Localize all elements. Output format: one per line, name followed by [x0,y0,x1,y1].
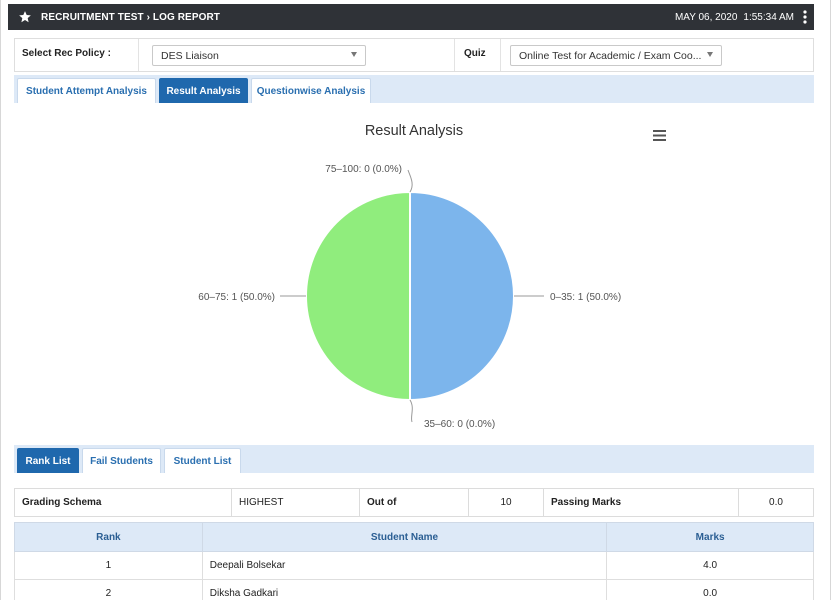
top-header-bar: RECRUITMENT TEST › LOG REPORT MAY 06, 20… [8,4,814,30]
student-name-cell: Diksha Gadkari [201,579,608,600]
tab-student-attempt-analysis[interactable]: Student Attempt Analysis [17,78,156,103]
grading-schema-row: Grading Schema HIGHEST Out of 10 Passing… [14,488,814,517]
pie-connector [407,169,413,193]
rank-cell: 1 [14,551,203,580]
grading-schema-value: HIGHEST [232,489,360,516]
divider [500,39,501,71]
pie-slice-label: 0–35: 1 (50.0%) [550,292,621,303]
table-row[interactable]: 1 Deepali Bolsekar 4.0 [14,551,814,580]
quiz-select[interactable]: Online Test for Academic / Exam Coo... [510,45,722,66]
chart-title: Result Analysis [364,123,464,139]
pie-connector [409,399,413,423]
out-of-label: Out of [360,489,469,516]
marks-header[interactable]: Marks [606,522,814,552]
rank-table: Rank Student Name Marks 1 Deepali Bolsek… [14,522,814,600]
passing-marks-label: Passing Marks [544,489,739,516]
filter-bar: Select Rec Policy : DES Liaison Quiz Onl… [14,38,814,72]
grading-schema-label: Grading Schema [15,489,232,516]
rec-policy-label: Select Rec Policy : [22,48,111,59]
rec-policy-select[interactable]: DES Liaison [152,45,366,66]
kebab-menu-icon[interactable] [800,10,810,24]
rank-cell: 2 [14,579,203,600]
pie-slice[interactable] [409,190,515,402]
pie-slice-label: 60–75: 1 (50.0%) [198,292,275,303]
marks-cell: 0.0 [606,579,814,600]
tab-fail-students[interactable]: Fail Students [82,448,161,473]
divider [454,39,455,71]
star-icon [19,11,31,23]
passing-marks-value: 0.0 [769,497,783,508]
chevron-down-icon [351,52,357,57]
tab-questionwise-analysis[interactable]: Questionwise Analysis [251,78,371,103]
list-tab-strip: Rank List Fail Students Student List [14,445,814,473]
quiz-value: Online Test for Academic / Exam Coo... [519,50,702,62]
pie-slice[interactable] [305,190,411,402]
page-title: RECRUITMENT TEST › LOG REPORT [41,11,221,23]
pie-slice-label: 75–100: 0 (0.0%) [325,164,402,175]
pie-slice-label: 35–60: 0 (0.0%) [424,419,495,430]
rec-policy-value: DES Liaison [161,50,219,62]
header-time: 1:55:34 AM [743,11,794,23]
quiz-label: Quiz [464,48,486,59]
divider [138,39,139,71]
header-date: MAY 06, 2020 [674,11,738,23]
table-row[interactable]: 2 Diksha Gadkari 0.0 [14,579,814,600]
chart-panel: Result Analysis 0–35: 1 (50.0%) 35–60: 0 … [14,103,814,439]
chevron-down-icon [707,52,713,57]
student-name-cell: Deepali Bolsekar [201,551,608,580]
student-name-header[interactable]: Student Name [201,522,608,552]
out-of-value: 10 [469,489,544,516]
rank-header[interactable]: Rank [14,522,203,552]
tab-rank-list[interactable]: Rank List [17,448,79,473]
chart-menu-icon[interactable] [653,130,666,141]
table-header-row: Rank Student Name Marks [14,522,814,552]
marks-cell: 4.0 [606,551,814,580]
pie-chart: 0–35: 1 (50.0%) 35–60: 0 (0.0%) 60–75: 1 (… [198,164,621,430]
analysis-tab-strip: Student Attempt Analysis Result Analysis… [14,75,814,103]
tab-result-analysis[interactable]: Result Analysis [159,78,248,103]
tab-student-list[interactable]: Student List [164,448,241,473]
